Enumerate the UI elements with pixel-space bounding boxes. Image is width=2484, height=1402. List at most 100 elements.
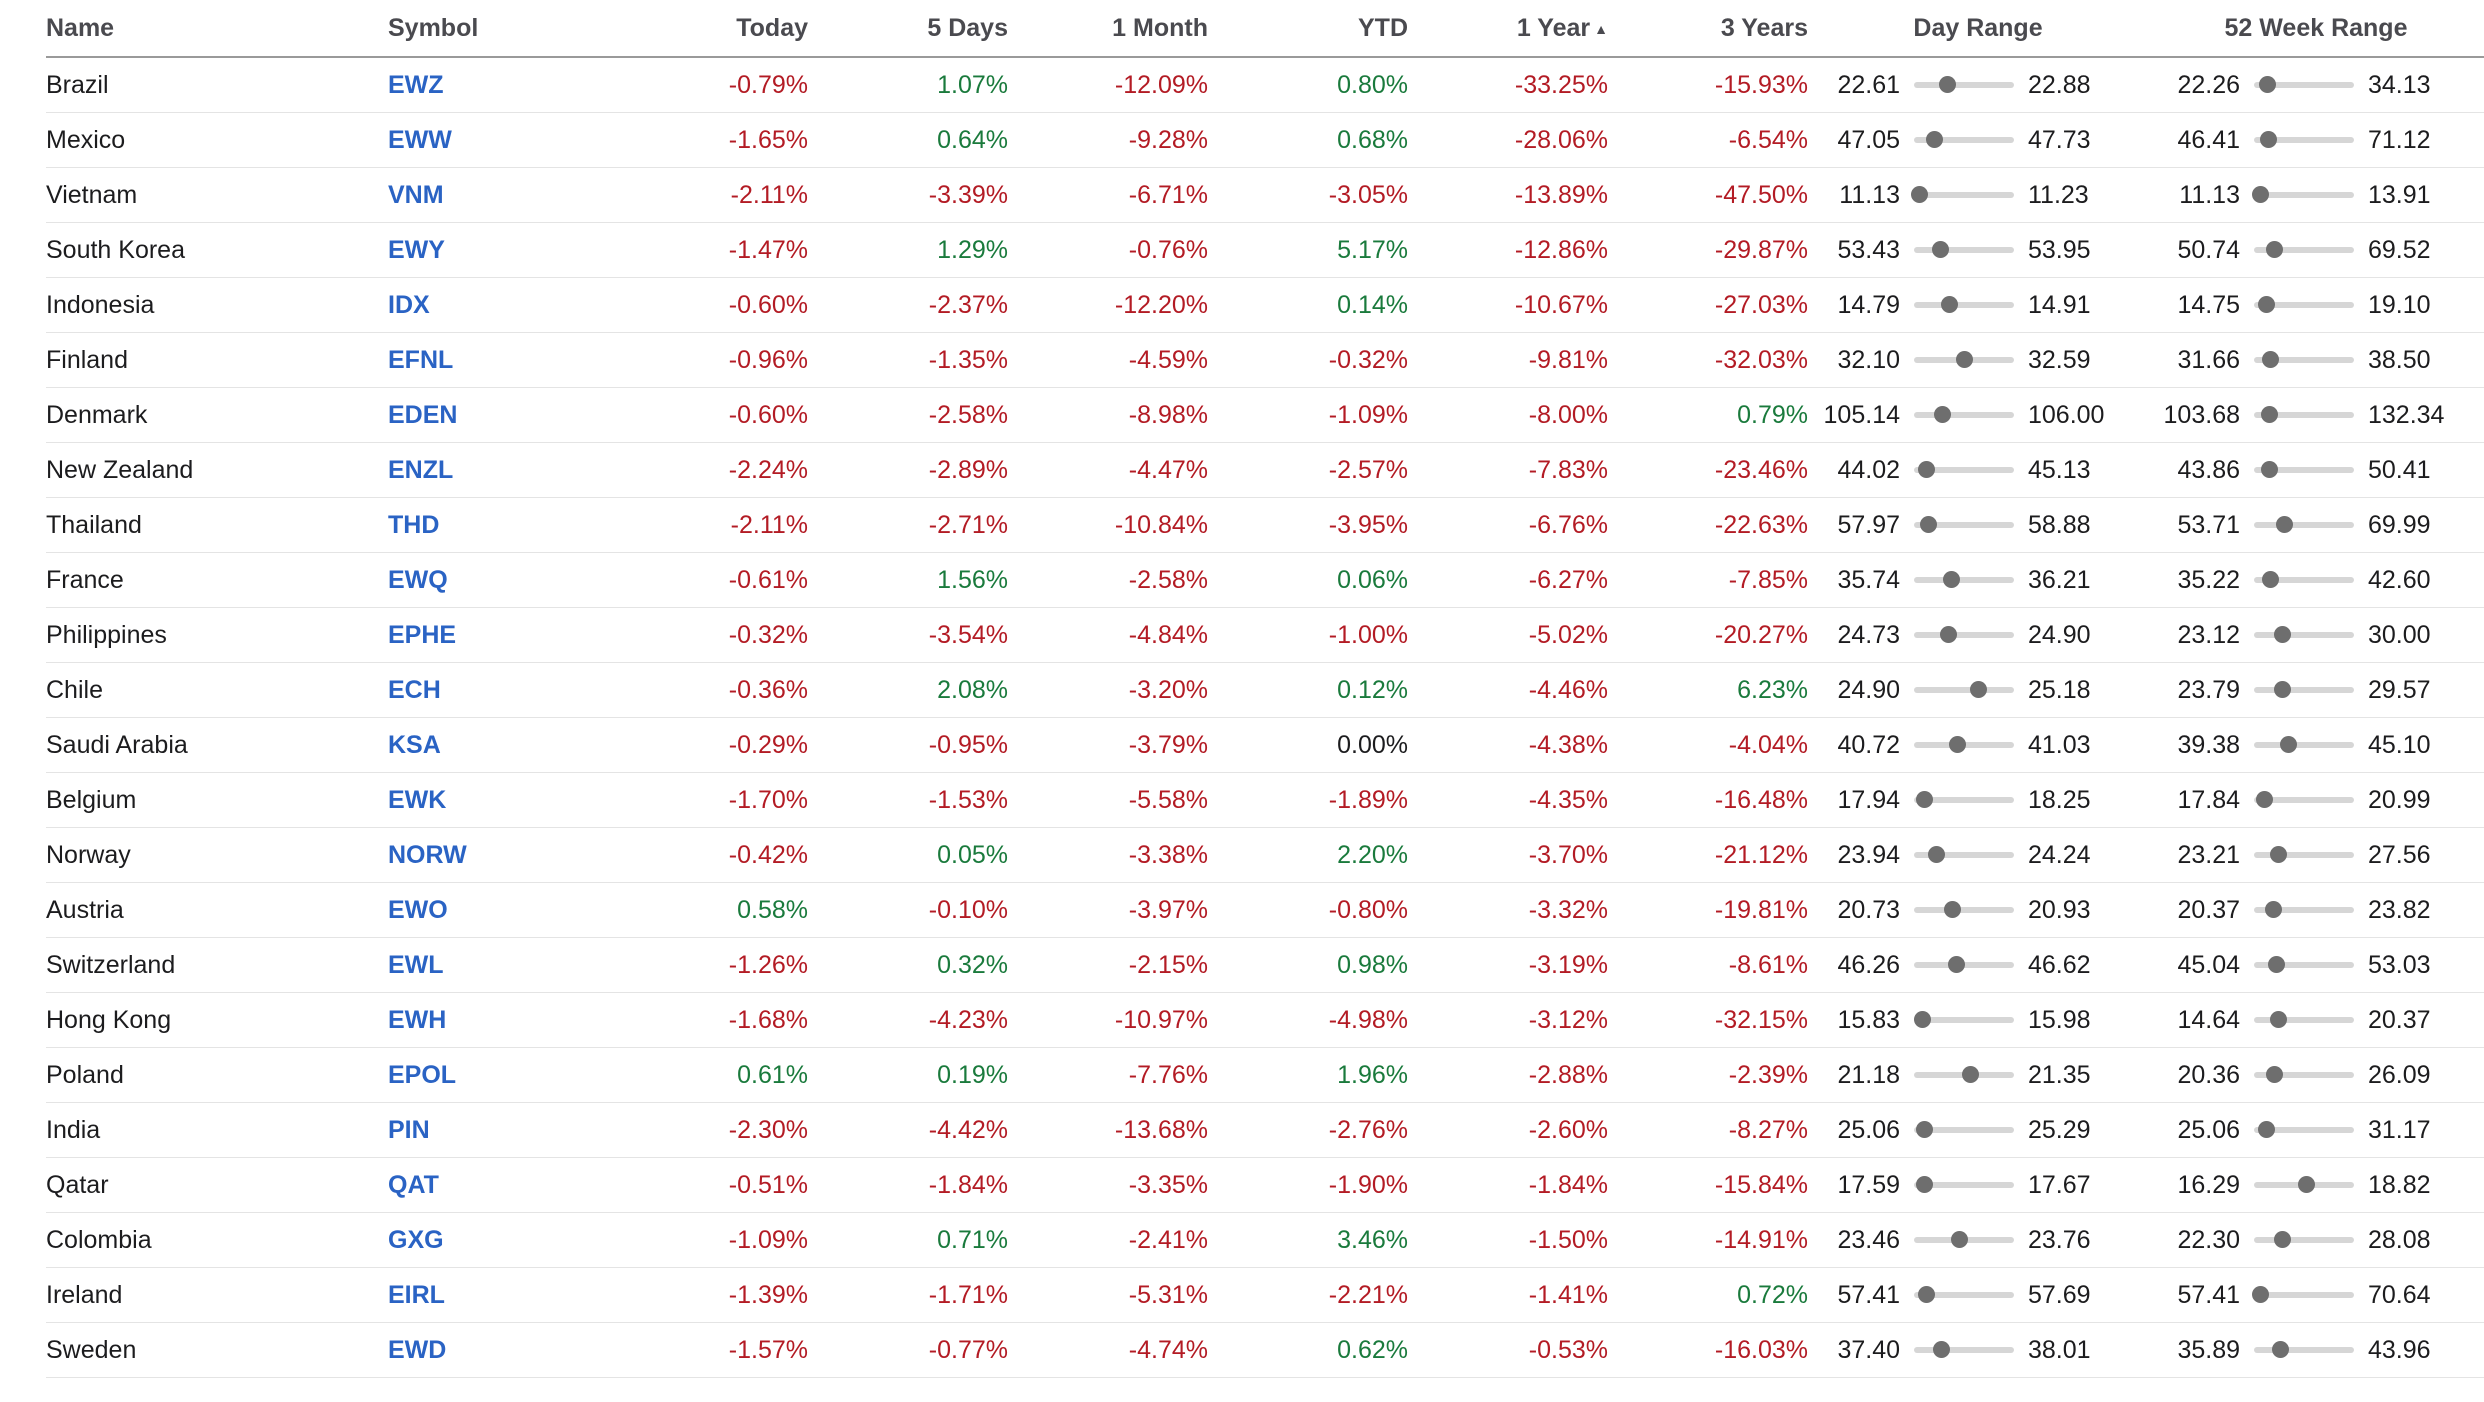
52-week-range-low: 17.84	[2177, 785, 2240, 814]
table-row[interactable]: France EWQ -0.61% 1.56% -2.58% 0.06% -6.27% -7.…	[46, 552, 2484, 608]
cell-country-name: Brazil	[46, 57, 388, 113]
cell-3-years: -16.03%	[1608, 1322, 1808, 1378]
symbol-link[interactable]: GXG	[388, 1225, 444, 1254]
table-row[interactable]: South Korea EWY -1.47% 1.29% -0.76% 5.17% -12.…	[46, 222, 2484, 278]
table-row[interactable]: Philippines EPHE -0.32% -3.54% -4.84% -1.00% -…	[46, 607, 2484, 663]
table-row[interactable]: India PIN -2.30% -4.42% -13.68% -2.76% -2.60% -…	[46, 1102, 2484, 1158]
cell-52-week-range: 23.79 29.57	[2148, 662, 2484, 718]
symbol-link[interactable]: KSA	[388, 730, 441, 759]
symbol-link[interactable]: EWQ	[388, 565, 448, 594]
table-row[interactable]: Ireland EIRL -1.39% -1.71% -5.31% -2.21% -1.41…	[46, 1267, 2484, 1323]
symbol-link[interactable]: EWH	[388, 1005, 447, 1034]
col-header-5-days-label: 5 Days	[927, 13, 1008, 42]
cell-country-name: Philippines	[46, 607, 388, 663]
cell-today: -0.61%	[538, 552, 808, 608]
day-range-bar	[1914, 791, 2014, 808]
table-row[interactable]: Vietnam VNM -2.11% -3.39% -6.71% -3.05% -13.89…	[46, 167, 2484, 223]
day-range-bar	[1914, 241, 2014, 258]
symbol-link[interactable]: EFNL	[388, 345, 454, 374]
cell-1-month: -12.09%	[1008, 57, 1208, 113]
table-row[interactable]: Colombia GXG -1.09% 0.71% -2.41% 3.46% -1.50% -…	[46, 1212, 2484, 1268]
cell-ytd: 0.00%	[1208, 717, 1408, 773]
symbol-link[interactable]: EPOL	[388, 1060, 457, 1089]
table-row[interactable]: Thailand THD -2.11% -2.71% -10.84% -3.95% -6.7…	[46, 497, 2484, 553]
cell-3-years: 0.79%	[1608, 387, 1808, 443]
table-row[interactable]: Denmark EDEN -0.60% -2.58% -8.98% -1.09% -8.00…	[46, 387, 2484, 443]
symbol-link[interactable]: PIN	[388, 1115, 430, 1144]
symbol-link[interactable]: EWZ	[388, 70, 444, 99]
cell-52-week-range: 16.29 18.82	[2148, 1157, 2484, 1213]
symbol-link[interactable]: EWO	[388, 895, 448, 924]
52-week-range-low: 50.74	[2177, 235, 2240, 264]
table-row[interactable]: Indonesia IDX -0.60% -2.37% -12.20% 0.14% -10.…	[46, 277, 2484, 333]
symbol-link[interactable]: ECH	[388, 675, 441, 704]
52-week-range-bar	[2254, 791, 2354, 808]
symbol-link[interactable]: VNM	[388, 180, 444, 209]
table-row[interactable]: Mexico EWW -1.65% 0.64% -9.28% 0.68% -28.06% -6…	[46, 112, 2484, 168]
day-range-high: 36.21	[2028, 565, 2091, 594]
cell-country-name: Denmark	[46, 387, 388, 443]
52-week-range-marker	[2298, 1176, 2315, 1193]
symbol-link[interactable]: QAT	[388, 1170, 439, 1199]
cell-1-year: -3.32%	[1408, 882, 1608, 938]
table-row[interactable]: Finland EFNL -0.96% -1.35% -4.59% -0.32% -9.81…	[46, 332, 2484, 388]
col-header-1-year[interactable]: 1 Year ▲	[1408, 0, 1608, 58]
col-header-day-range[interactable]: Day Range	[1808, 0, 2148, 58]
day-range-marker	[1918, 1286, 1935, 1303]
cell-3-years: 6.23%	[1608, 662, 1808, 718]
table-row[interactable]: Poland EPOL 0.61% 0.19% -7.76% 1.96% -2.88% -2.…	[46, 1047, 2484, 1103]
day-range-low: 14.79	[1837, 290, 1900, 319]
table-row[interactable]: Qatar QAT -0.51% -1.84% -3.35% -1.90% -1.84% -1…	[46, 1157, 2484, 1213]
col-header-symbol[interactable]: Symbol	[388, 0, 538, 58]
col-header-name[interactable]: Name	[46, 0, 388, 58]
symbol-link[interactable]: EWD	[388, 1335, 447, 1364]
symbol-link[interactable]: EWW	[388, 125, 452, 154]
symbol-link[interactable]: EWL	[388, 950, 444, 979]
table-row[interactable]: Switzerland EWL -1.26% 0.32% -2.15% 0.98% -3.1…	[46, 937, 2484, 993]
symbol-link[interactable]: EDEN	[388, 400, 458, 429]
cell-1-month: -5.58%	[1008, 772, 1208, 828]
cell-5-days: 0.19%	[808, 1047, 1008, 1103]
table-row[interactable]: Chile ECH -0.36% 2.08% -3.20% 0.12% -4.46% 6.23…	[46, 662, 2484, 718]
52-week-range-high: 27.56	[2368, 840, 2431, 869]
day-range-high: 53.95	[2028, 235, 2091, 264]
symbol-link[interactable]: EIRL	[388, 1280, 445, 1309]
symbol-link[interactable]: THD	[388, 510, 440, 539]
col-header-5-days[interactable]: 5 Days	[808, 0, 1008, 58]
cell-ytd: 3.46%	[1208, 1212, 1408, 1268]
table-row[interactable]: New Zealand ENZL -2.24% -2.89% -4.47% -2.57% -…	[46, 442, 2484, 498]
cell-ytd: 0.62%	[1208, 1322, 1408, 1378]
table-row[interactable]: Belgium EWK -1.70% -1.53% -5.58% -1.89% -4.35%…	[46, 772, 2484, 828]
cell-day-range: 32.10 32.59	[1808, 332, 2148, 388]
day-range-bar	[1914, 626, 2014, 643]
52-week-range-marker	[2252, 1286, 2269, 1303]
col-header-ytd[interactable]: YTD	[1208, 0, 1408, 58]
col-header-52-week-range[interactable]: 52 Week Range	[2148, 0, 2484, 58]
symbol-link[interactable]: ENZL	[388, 455, 454, 484]
col-header-today[interactable]: Today	[538, 0, 808, 58]
cell-1-year: -9.81%	[1408, 332, 1608, 388]
day-range-marker	[1932, 241, 1949, 258]
cell-today: -0.60%	[538, 277, 808, 333]
table-row[interactable]: Sweden EWD -1.57% -0.77% -4.74% 0.62% -0.53% -1…	[46, 1322, 2484, 1378]
table-row[interactable]: Saudi Arabia KSA -0.29% -0.95% -3.79% 0.00% -4…	[46, 717, 2484, 773]
table-row[interactable]: Hong Kong EWH -1.68% -4.23% -10.97% -4.98% -3.…	[46, 992, 2484, 1048]
cell-3-years: -22.63%	[1608, 497, 1808, 553]
symbol-link[interactable]: NORW	[388, 840, 467, 869]
52-week-range-bar	[2254, 131, 2354, 148]
table-row[interactable]: Brazil EWZ -0.79% 1.07% -12.09% 0.80% -33.25% -…	[46, 57, 2484, 113]
cell-3-years: -4.04%	[1608, 717, 1808, 773]
col-header-3-years[interactable]: 3 Years	[1608, 0, 1808, 58]
52-week-range-marker	[2256, 791, 2273, 808]
day-range-high: 57.69	[2028, 1280, 2091, 1309]
52-week-range-low: 53.71	[2177, 510, 2240, 539]
cell-ytd: -4.98%	[1208, 992, 1408, 1048]
table-row[interactable]: Norway NORW -0.42% 0.05% -3.38% 2.20% -3.70% -2…	[46, 827, 2484, 883]
symbol-link[interactable]: IDX	[388, 290, 430, 319]
symbol-link[interactable]: EWY	[388, 235, 445, 264]
table-row[interactable]: Austria EWO 0.58% -0.10% -3.97% -0.80% -3.32% -…	[46, 882, 2484, 938]
col-header-1-month[interactable]: 1 Month	[1008, 0, 1208, 58]
symbol-link[interactable]: EWK	[388, 785, 447, 814]
day-range-low: 23.46	[1837, 1225, 1900, 1254]
symbol-link[interactable]: EPHE	[388, 620, 457, 649]
